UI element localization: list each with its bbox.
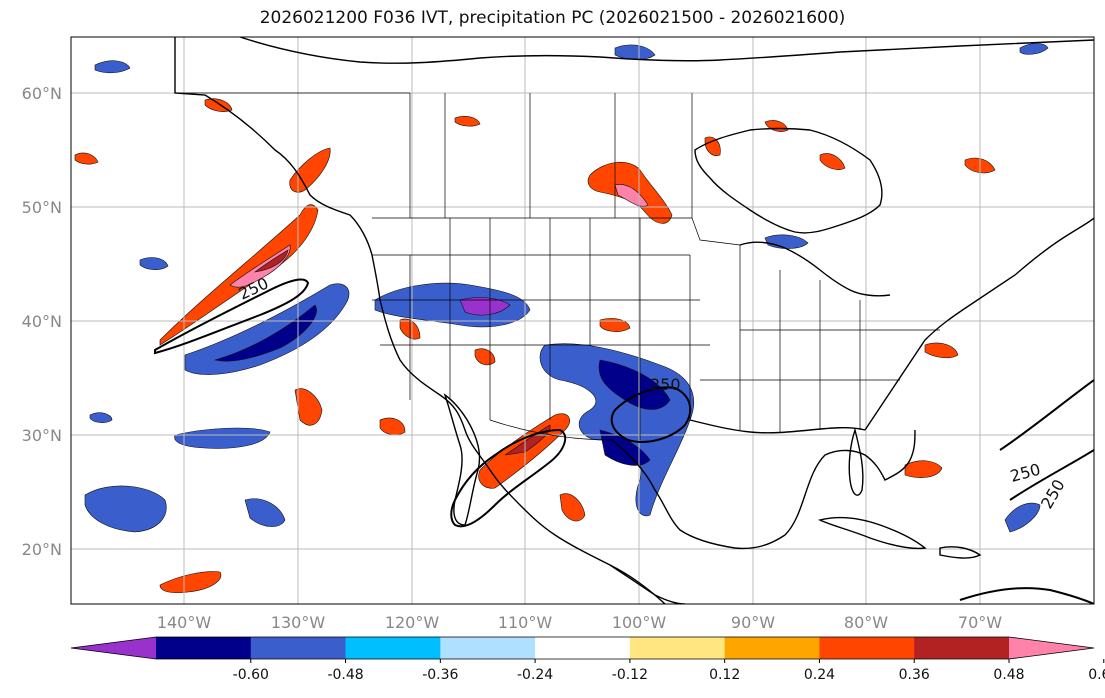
ivt-contours bbox=[154, 278, 1094, 604]
ivt-contour-label: 250 bbox=[650, 375, 681, 394]
colorbar-tick-label: 0.48 bbox=[993, 667, 1024, 683]
colorbar-segment bbox=[819, 637, 915, 659]
colorbar-tick-label: 0.36 bbox=[899, 667, 930, 683]
colorbar-tick-label: -0.48 bbox=[327, 667, 363, 683]
lon-label: 130°W bbox=[271, 613, 326, 632]
colorbar-tick-label: 0.24 bbox=[804, 667, 835, 683]
map-title: 2026021200 F036 IVT, precipitation PC (2… bbox=[259, 8, 846, 28]
colorbar-segment bbox=[156, 637, 252, 659]
lat-label: 30°N bbox=[22, 426, 62, 445]
longitude-labels: 140°W 130°W 120°W 110°W 100°W 90°W 80°W … bbox=[157, 613, 1002, 632]
graticule bbox=[71, 37, 1094, 604]
coastlines bbox=[174, 37, 1094, 604]
lon-label: 110°W bbox=[498, 613, 553, 632]
lat-label: 20°N bbox=[22, 540, 62, 559]
state-borders bbox=[175, 92, 940, 441]
colorbar-tick-label: -0.12 bbox=[612, 667, 648, 683]
colorbar-tick-label: -0.36 bbox=[422, 667, 458, 683]
colorbar-segment bbox=[250, 637, 347, 659]
colorbar-segment bbox=[629, 637, 726, 659]
lat-label: 60°N bbox=[22, 84, 62, 103]
precip-pc-shading bbox=[74, 43, 1049, 594]
lon-label: 80°W bbox=[844, 613, 888, 632]
lat-label: 40°N bbox=[22, 312, 62, 331]
map-border bbox=[70, 36, 1095, 605]
lon-label: 140°W bbox=[157, 613, 212, 632]
colorbar-extend-max bbox=[1009, 637, 1094, 659]
lat-label: 50°N bbox=[22, 198, 62, 217]
lon-label: 120°W bbox=[385, 613, 440, 632]
lon-label: 70°W bbox=[958, 613, 1002, 632]
lon-label: 90°W bbox=[731, 613, 775, 632]
colorbar-segment bbox=[535, 637, 631, 659]
colorbar-segment bbox=[440, 637, 536, 659]
lon-label: 100°W bbox=[612, 613, 667, 632]
colorbar-tick-label: -0.60 bbox=[233, 667, 269, 683]
colorbar: -0.60 -0.48 -0.36 -0.24 -0.12 0.12 0.24 0.36 0.4… bbox=[70, 636, 1105, 683]
colorbar-segment bbox=[345, 637, 441, 659]
colorbar-segment bbox=[914, 637, 1010, 659]
latitude-labels: 60°N 50°N 40°N 30°N 20°N bbox=[22, 84, 62, 559]
colorbar-outline bbox=[70, 636, 1095, 660]
colorbar-tick-label: 0.60 bbox=[1088, 667, 1105, 683]
colorbar-tick-label: -0.24 bbox=[517, 667, 553, 683]
colorbar-tick-label: 0.12 bbox=[709, 667, 740, 683]
colorbar-extend-min bbox=[71, 637, 156, 659]
colorbar-segment bbox=[724, 637, 820, 659]
